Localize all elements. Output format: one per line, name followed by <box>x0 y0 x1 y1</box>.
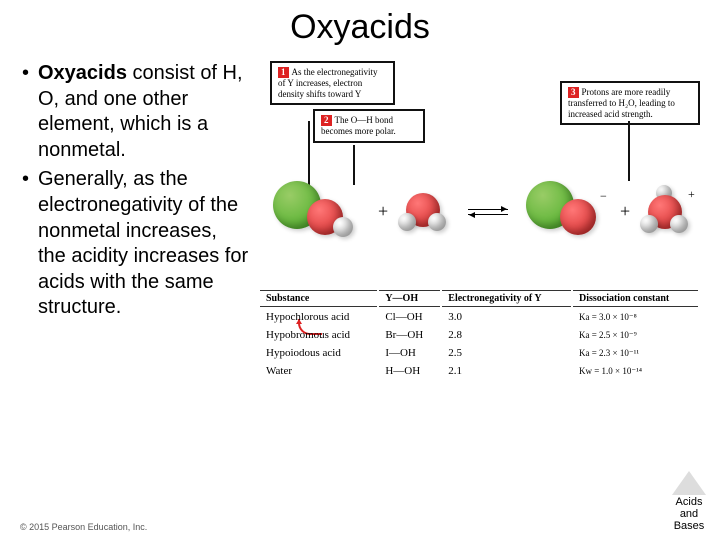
figure-panel: 1As the electronegativity of Y increases… <box>258 61 700 325</box>
callout-text: Protons are more readily transferred to … <box>568 87 675 119</box>
callout-num: 3 <box>568 87 579 98</box>
atom-h <box>670 215 688 233</box>
col-header: Electronegativity of Y <box>442 290 571 307</box>
data-table: Substance Y—OH Electronegativity of Y Di… <box>258 288 700 381</box>
table-row: Hypobromous acidBr—OH2.8Ka = 2.5 × 10⁻⁹ <box>260 327 698 343</box>
table-row: Hypoiodous acidI—OH2.5Ka = 2.3 × 10⁻¹¹ <box>260 345 698 361</box>
atom-o <box>560 199 596 235</box>
page-title: Oxyacids <box>20 8 700 47</box>
callout-text: As the electronegativity of Y increases,… <box>278 67 377 99</box>
bullet-list: Oxyacids consist of H, O, and one other … <box>20 61 250 325</box>
atom-h <box>333 217 353 237</box>
plus-sign: + <box>620 201 630 222</box>
logo-line: Acids <box>672 496 706 508</box>
atom-h <box>398 213 416 231</box>
chapter-logo: Acids and Bases <box>672 471 706 532</box>
table-row: Hypochlorous acidCl—OH3.0Ka = 3.0 × 10⁻⁸ <box>260 309 698 325</box>
reaction-diagram: + − + + <box>258 171 700 281</box>
content-row: Oxyacids consist of H, O, and one other … <box>20 61 700 325</box>
callout-text: The O—H bond becomes more polar. <box>321 115 396 136</box>
col-header: Substance <box>260 290 377 307</box>
charge-minus: − <box>600 189 607 204</box>
bullet-bold: Oxyacids <box>38 62 127 84</box>
logo-line: Bases <box>672 520 706 532</box>
col-header: Dissociation constant <box>573 290 698 307</box>
plus-sign: + <box>378 201 388 222</box>
callout-num: 2 <box>321 115 332 126</box>
callout-2: 2The O—H bond becomes more polar. <box>313 109 425 143</box>
callout-1: 1As the electronegativity of Y increases… <box>270 61 395 105</box>
table-row: WaterH—OH2.1Kw = 1.0 × 10⁻¹⁴ <box>260 363 698 379</box>
callout-num: 1 <box>278 67 289 78</box>
col-header: Y—OH <box>379 290 440 307</box>
bullet-text: Generally, as the electronegativity of t… <box>38 168 248 318</box>
charge-plus: + <box>688 187 695 202</box>
equilibrium-icon <box>468 209 508 215</box>
table-header-row: Substance Y—OH Electronegativity of Y Di… <box>260 290 698 307</box>
bullet-item: Oxyacids consist of H, O, and one other … <box>20 61 250 163</box>
atom-h <box>428 213 446 231</box>
atom-h <box>640 215 658 233</box>
callout-3: 3Protons are more readily transferred to… <box>560 81 700 125</box>
triangle-icon <box>672 471 706 495</box>
bullet-item: Generally, as the electronegativity of t… <box>20 167 250 321</box>
logo-line: and <box>672 508 706 520</box>
copyright-text: © 2015 Pearson Education, Inc. <box>20 522 147 532</box>
